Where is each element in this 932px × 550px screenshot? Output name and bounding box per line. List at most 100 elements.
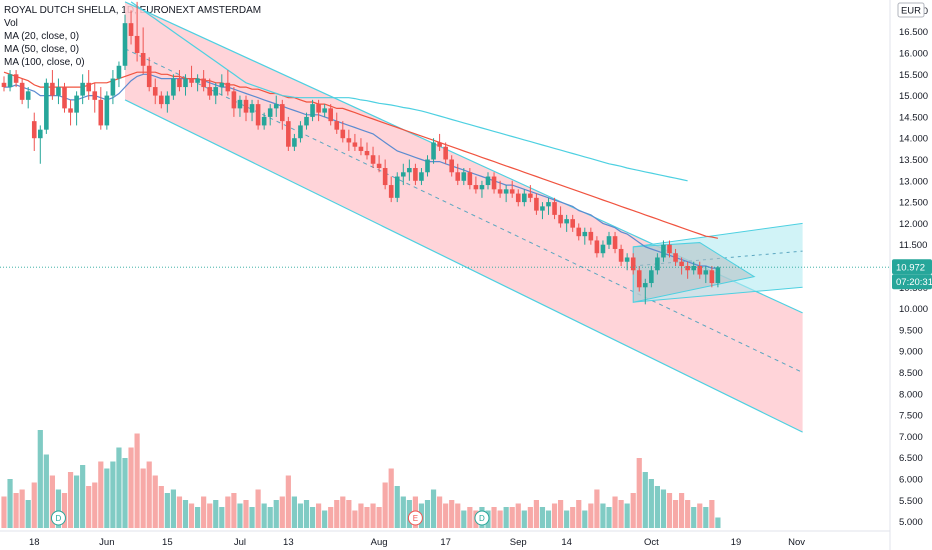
volume-bar [497, 510, 503, 528]
candle-body [655, 257, 660, 271]
candle-body [691, 266, 696, 271]
price-axis-tick: 9.000 [899, 347, 923, 358]
volume-bar [285, 475, 291, 528]
volume-bar [527, 507, 533, 528]
candle-body [225, 82, 231, 92]
channel-median-line [124, 48, 803, 373]
legend-vol: Vol [4, 18, 18, 29]
volume-bar [231, 493, 237, 528]
candle-body [62, 87, 67, 109]
candle-body [358, 146, 364, 151]
volume-bar [558, 500, 564, 528]
candle-body [346, 138, 352, 143]
candle-body [92, 91, 98, 100]
candle-body [1, 82, 7, 88]
candle-body [612, 236, 618, 249]
volume-bar [430, 489, 437, 528]
price-axis-tick: 5.000 [899, 517, 923, 528]
candle-body [558, 214, 563, 224]
ma50-line [3, 71, 719, 239]
candle-body [80, 82, 85, 96]
volume-bar [164, 493, 170, 528]
candle-body [44, 82, 49, 130]
candle-body [401, 172, 406, 177]
volume-bar [388, 468, 394, 528]
candle-body [630, 257, 636, 271]
volume-bar [600, 503, 606, 528]
candle-body [56, 87, 61, 96]
candle-body [74, 95, 79, 113]
candle-body [273, 104, 279, 109]
candle-body [370, 155, 376, 164]
volume-bar [322, 510, 328, 528]
candle-body [419, 172, 424, 181]
volume-bar [158, 486, 164, 528]
candle-body [152, 87, 158, 96]
volume-bar [709, 500, 715, 528]
volume-bar [140, 468, 146, 528]
volume-bar [98, 461, 104, 528]
price-axis-tick: 11.500 [899, 240, 927, 251]
candle-body [600, 244, 606, 254]
candle-body [540, 206, 545, 211]
volume-bar [170, 489, 176, 528]
price-axis-tick: 12.000 [899, 219, 928, 230]
volume-bar [685, 500, 691, 528]
legend-ma50: MA (50, close, 0) [4, 44, 80, 55]
volume-bar [545, 510, 552, 528]
candle-body [267, 108, 273, 117]
volume-bar [570, 507, 576, 528]
volume-bar [134, 433, 140, 528]
volume-bar [297, 503, 304, 528]
volume-bar [503, 507, 509, 528]
time-axis-tick: Aug [371, 537, 388, 548]
volume-bar [279, 496, 285, 528]
volume-bar [122, 458, 128, 528]
price-axis-tick: 5.500 [899, 496, 923, 507]
volume-bar [1, 496, 7, 528]
volume-bar [691, 507, 697, 528]
forecast-upper-line [633, 222, 803, 248]
volume-bar [152, 475, 158, 528]
candle-body [219, 82, 225, 88]
volume-bar [660, 489, 667, 528]
candle-body [177, 78, 182, 88]
time-axis-tick: Nov [788, 537, 805, 548]
candle-body [643, 283, 648, 288]
event-marker [407, 510, 423, 526]
volume-bar [703, 507, 709, 528]
ma100-line [130, 1, 688, 182]
volume-bar [74, 475, 80, 528]
volume-bar [243, 500, 249, 528]
price-axis-tick: 7.000 [899, 432, 923, 443]
time-axis-tick: Jun [99, 537, 114, 548]
volume-bar [340, 496, 346, 528]
candle-body [388, 185, 394, 198]
time-axis-tick: 14 [561, 537, 572, 548]
event-marker-label: E [413, 514, 418, 523]
volume-bar [346, 500, 352, 528]
price-axis-tick: 9.500 [899, 325, 923, 336]
volume-bar [37, 430, 43, 528]
candle-body [304, 116, 309, 126]
volume-bar [291, 496, 297, 528]
candle-body [38, 129, 43, 139]
candle-body [534, 197, 539, 211]
candle-body [183, 78, 188, 88]
last-price-tag [892, 259, 932, 275]
candle-body [140, 52, 146, 66]
candle-body [376, 163, 382, 169]
candle-body [461, 172, 467, 181]
volume-bar [467, 507, 473, 528]
event-marker [50, 510, 66, 526]
price-axis-tick: 14.500 [899, 112, 928, 123]
candle-body [437, 142, 442, 147]
candle-body [122, 23, 128, 66]
candle-body [159, 95, 164, 105]
candle-body [316, 104, 321, 113]
candle-body [673, 253, 678, 262]
legend-ma100: MA (100, close, 0) [4, 57, 85, 68]
candle-body [503, 189, 509, 194]
candle-body [515, 193, 521, 203]
